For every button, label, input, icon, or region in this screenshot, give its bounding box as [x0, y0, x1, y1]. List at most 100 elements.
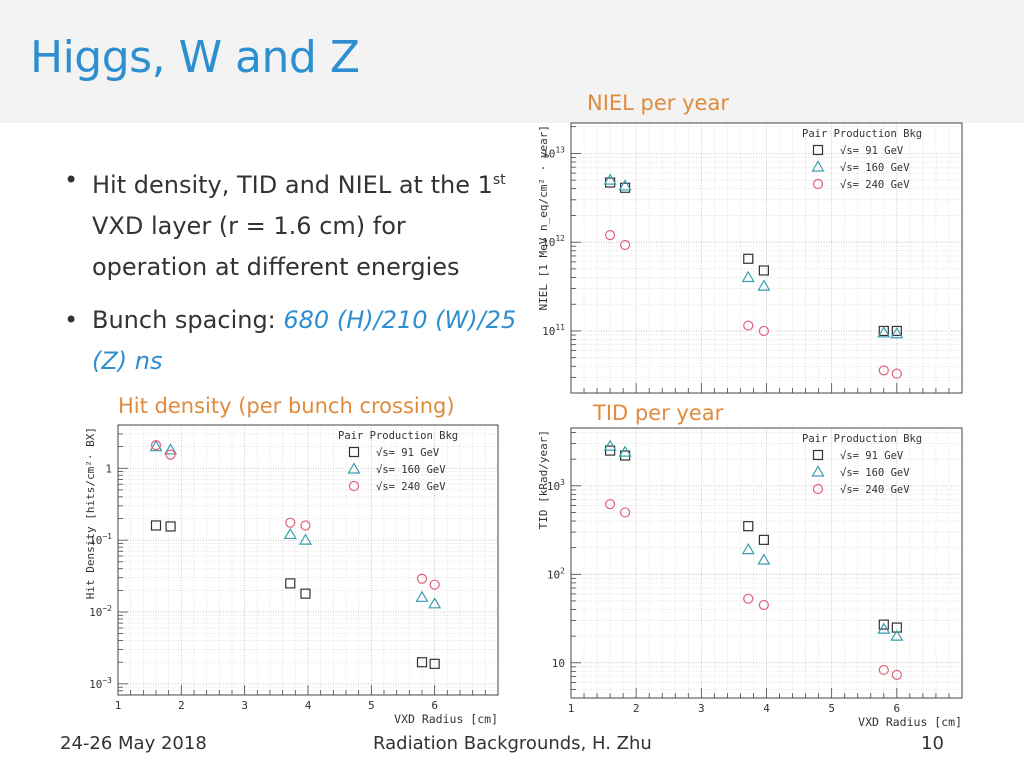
tid-ylabel: TID [kRad/year] — [537, 430, 550, 529]
tid-point — [603, 439, 617, 451]
niel-chart: 1013 1012 1011 NIEL [1 MeV n_eq/cm² · year]… — [537, 122, 963, 394]
tid-xtick-label: 1 — [568, 702, 575, 715]
hit-point — [285, 578, 296, 589]
tid-caption: TID per year — [593, 401, 724, 425]
bullet-1-tail: VXD layer (r = 1.6 cm) for operation at … — [92, 212, 460, 281]
tid-legend-label: √s= 240 GeV — [840, 484, 910, 496]
tid-point — [890, 629, 904, 641]
niel-point — [743, 320, 754, 331]
hit-point — [298, 533, 313, 545]
hit-point — [150, 440, 162, 451]
hit-point — [428, 597, 442, 609]
bullet-2-text: Bunch spacing: — [92, 306, 284, 334]
hit-point — [429, 579, 440, 590]
niel-ytick-label: 1011 — [542, 323, 565, 338]
niel-point — [618, 179, 632, 191]
niel-point — [890, 327, 904, 339]
tid-point — [743, 593, 754, 604]
header-band — [0, 0, 1024, 123]
niel-frame — [570, 122, 963, 394]
hit-point — [149, 439, 163, 452]
hit-ytick-label: 10−2 — [89, 604, 112, 619]
bunch-spacing-values: 680 (H)/210 (W)/25 (Z) ns — [92, 306, 517, 375]
footer-date: 24-26 May 2018 — [60, 733, 207, 754]
tid-frame — [570, 427, 963, 699]
tid-point — [619, 507, 631, 518]
bullet-hit-density: Hit density, TID and NIEL at the 1st VXD… — [62, 160, 522, 288]
niel-point — [758, 265, 769, 276]
tid-point — [891, 622, 902, 633]
hit-point — [283, 527, 297, 540]
tid-legend-label: √s= 91 GeV — [840, 450, 904, 462]
hit-legend-label: √s= 160 GeV — [376, 464, 446, 476]
niel-ytick-label: 1013 — [542, 145, 565, 160]
tid-ytick-label: 103 — [547, 478, 565, 493]
tid-legend-title: Pair Production Bkg — [802, 433, 922, 445]
hit-point — [164, 443, 178, 455]
bullet-list: Hit density, TID and NIEL at the 1st VXD… — [62, 160, 522, 394]
hit-legend-title: Pair Production Bkg — [338, 430, 458, 442]
hit-ylabel: Hit Density [hits/cm²· BX] — [84, 427, 97, 599]
hit-point — [416, 573, 428, 584]
niel-legend-label: √s= 91 GeV — [840, 145, 904, 157]
bullet-1-sup: st — [492, 172, 506, 188]
niel-ytick-label: 1012 — [542, 234, 565, 249]
footer-center: Radiation Backgrounds, H. Zhu — [373, 733, 652, 754]
tid-point — [878, 619, 889, 630]
tid-xtick-label: 5 — [828, 702, 835, 715]
tid-ytick-label: 102 — [547, 566, 565, 581]
tid-point — [758, 599, 769, 611]
hit-point — [429, 658, 440, 669]
niel-legend-marker — [812, 144, 824, 156]
hit-xtick-label: 4 — [305, 699, 312, 712]
hit-point — [165, 449, 176, 460]
hit-xtick-label: 1 — [115, 699, 122, 712]
hit-frame — [117, 424, 499, 696]
tid-legend-marker — [811, 465, 825, 477]
hit-legend-marker — [348, 446, 360, 458]
hit-xtick-label: 6 — [431, 699, 438, 712]
niel-legend-label: √s= 160 GeV — [840, 162, 910, 174]
tid-point — [757, 553, 771, 565]
hit-xtick-label: 3 — [241, 699, 248, 712]
niel-legend-marker — [812, 178, 824, 190]
tid-legend-marker — [812, 449, 824, 461]
tid-ytick-label: 10 — [552, 657, 565, 670]
niel-grid — [570, 123, 962, 394]
tid-xtick-label: 4 — [763, 702, 770, 715]
hit-ytick-label: 10−1 — [89, 532, 112, 547]
niel-point — [877, 326, 891, 338]
tid-point — [743, 521, 754, 532]
niel-point — [603, 173, 617, 185]
bullet-bunch-spacing: Bunch spacing: 680 (H)/210 (W)/25 (Z) ns — [62, 300, 522, 382]
niel-point — [619, 239, 631, 251]
tid-point — [618, 445, 632, 457]
tid-point — [891, 669, 902, 680]
hit-point — [150, 520, 162, 531]
hit-point — [300, 520, 311, 531]
niel-point — [878, 365, 889, 376]
hit-xtick-label: 2 — [178, 699, 185, 712]
hit-legend-label: √s= 240 GeV — [376, 481, 446, 493]
niel-legend-label: √s= 240 GeV — [840, 179, 910, 191]
hit-caption: Hit density (per bunch crossing) — [118, 394, 455, 418]
niel-point — [619, 182, 631, 193]
tid-point — [741, 542, 755, 555]
tid-legend-label: √s= 160 GeV — [840, 467, 910, 479]
bullet-1-text: Hit density, TID and NIEL at the 1 — [92, 171, 493, 199]
hit-point — [415, 590, 429, 602]
hit-point — [416, 657, 428, 668]
hit-point — [300, 588, 311, 599]
hit-xlabel: VXD Radius [cm] — [394, 712, 498, 726]
niel-point — [758, 325, 769, 337]
niel-point — [741, 270, 755, 283]
hit-ytick-label: 1 — [105, 462, 112, 475]
tid-xtick-label: 3 — [698, 702, 705, 715]
tid-point — [604, 499, 616, 510]
hit-legend-marker — [347, 462, 361, 474]
hit-grid — [117, 424, 498, 696]
tid-xlabel: VXD Radius [cm] — [858, 715, 962, 729]
tid-xtick-label: 2 — [633, 702, 640, 715]
